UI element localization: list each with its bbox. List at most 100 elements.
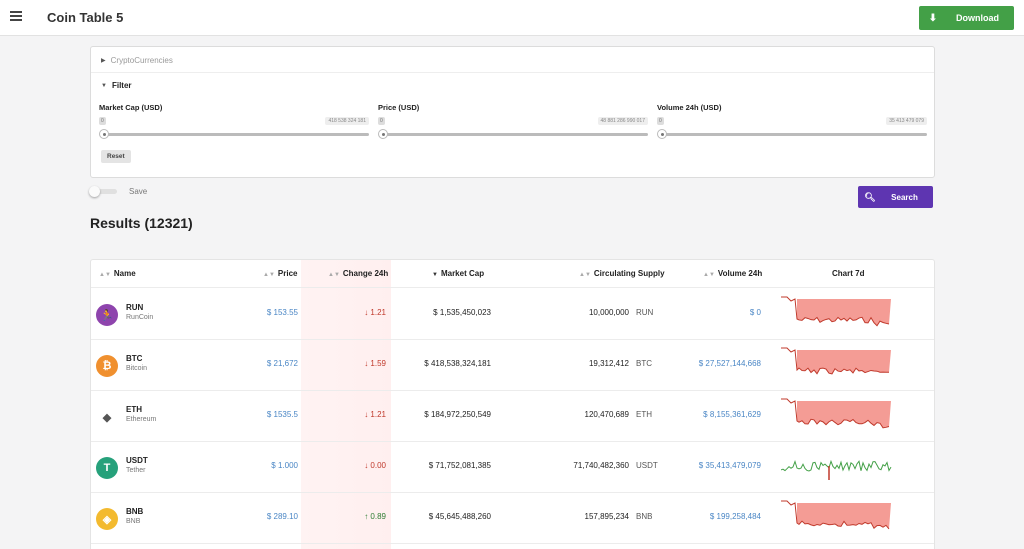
price-value: $ 1.000 [271, 461, 298, 470]
market-cap-value: $ 45,645,488,260 [429, 512, 491, 521]
bnb-icon: ◈ [96, 508, 118, 530]
header-price[interactable]: ▲▼ Price [263, 269, 297, 278]
market-cap-max: 418 538 324 181 [325, 117, 369, 125]
change-cell: ↓ 1.21 [364, 410, 386, 419]
search-label: Search [882, 193, 933, 202]
table-row[interactable]: ◈ BNB BNB $ 289.10 ↑ 0.89 $ 45,645,488,2… [91, 493, 935, 544]
market-cap-min: 0 [99, 117, 106, 125]
cryptocurrencies-toggle[interactable]: ▶ CryptoCurrencies [101, 56, 173, 65]
supply-symbol: BTC [636, 359, 652, 368]
supply-symbol: ETH [636, 410, 652, 419]
change-cell: ↑ 0.89 [364, 512, 386, 521]
download-button[interactable]: ⬇ Download [919, 6, 1014, 30]
sparkline-chart [781, 397, 896, 433]
header-change-label: Change 24h [343, 269, 388, 278]
volume-slider-track[interactable] [659, 133, 927, 136]
price-max: 48 881 286 990 017 [598, 117, 649, 125]
reset-button[interactable]: Reset [101, 150, 131, 163]
volume-slider-handle[interactable] [657, 129, 667, 139]
market-cap-value: $ 184,972,250,549 [424, 410, 491, 419]
volume-max: 35 413 479 079 [886, 117, 927, 125]
header-volume[interactable]: ▲▼ Volume 24h [703, 269, 762, 278]
volume-value: $ 0 [750, 308, 761, 317]
caret-right-icon: ▶ [101, 57, 106, 64]
header-market-cap-label: Market Cap [441, 269, 484, 278]
market-cap-slider-group: Market Cap (USD) 0 418 538 324 181 [99, 103, 369, 112]
table-row[interactable]: T USDT Tether $ 1.000 ↓ 0.00 $ 71,752,08… [91, 442, 935, 493]
results-title: Results (12321) [90, 215, 193, 231]
top-bar: Coin Table 5 ⬇ Download [0, 0, 1024, 36]
save-toggle-knob [89, 186, 100, 197]
coin-name: BNB [126, 518, 140, 525]
volume-slider-label: Volume 24h (USD) [657, 103, 927, 112]
sparkline-chart [781, 448, 896, 484]
sort-icon: ▲▼ [263, 272, 275, 278]
sort-icon: ▲▼ [703, 272, 715, 278]
market-cap-slider-track[interactable] [101, 133, 369, 136]
coin-table: ▲▼ Name ▲▼ Price ▲▼ Change 24h ▼ Market Cap … [90, 259, 935, 549]
price-value: $ 21,672 [267, 359, 298, 368]
sparkline-chart [781, 346, 896, 382]
search-button[interactable]: 🔍︎ Search [858, 186, 933, 208]
caret-down-icon: ▼ [101, 83, 107, 89]
market-cap-value: $ 418,538,324,181 [424, 359, 491, 368]
price-slider-handle[interactable] [378, 129, 388, 139]
filter-panel: ▶ CryptoCurrencies ▼ Filter Market Cap (… [90, 46, 935, 178]
price-value: $ 1535.5 [267, 410, 298, 419]
price-slider-track[interactable] [380, 133, 648, 136]
header-market-cap[interactable]: ▼ Market Cap [432, 269, 484, 278]
coin-symbol[interactable]: BTC [126, 354, 142, 363]
sort-icon: ▲▼ [99, 272, 111, 278]
price-value: $ 153.55 [267, 308, 298, 317]
change-value: 1.59 [370, 359, 386, 368]
table-row[interactable]: ₿ BTC Bitcoin $ 21,672 ↓ 1.59 $ 418,538,… [91, 340, 935, 391]
price-value: $ 289.10 [267, 512, 298, 521]
supply-value: 10,000,000 [589, 308, 629, 317]
supply-value: 120,470,689 [585, 410, 630, 419]
market-cap-value: $ 71,752,081,385 [429, 461, 491, 470]
change-cell: ↓ 1.59 [364, 359, 386, 368]
volume-value: $ 199,258,484 [710, 512, 761, 521]
header-volume-label: Volume 24h [718, 269, 762, 278]
volume-value: $ 27,527,144,668 [699, 359, 761, 368]
sparkline-chart [781, 499, 896, 535]
supply-value: 157,895,234 [585, 512, 630, 521]
header-change[interactable]: ▲▼ Change 24h [328, 269, 388, 278]
market-cap-value: $ 1,535,450,023 [433, 308, 491, 317]
coin-symbol[interactable]: RUN [126, 303, 143, 312]
supply-value: 71,740,482,360 [573, 461, 629, 470]
supply-symbol: RUN [636, 308, 653, 317]
header-price-label: Price [278, 269, 298, 278]
ethereum-icon: ◆ [96, 406, 118, 428]
change-value: 0.89 [370, 512, 386, 521]
tether-icon: T [96, 457, 118, 479]
table-row[interactable]: 🏃 RUN RunCoin $ 153.55 ↓ 1.21 $ 1,535,45… [91, 289, 935, 340]
volume-slider-group: Volume 24h (USD) 0 35 413 479 079 [657, 103, 927, 112]
save-toggle[interactable] [89, 186, 119, 196]
header-name[interactable]: ▲▼ Name [99, 269, 136, 278]
hamburger-menu-icon[interactable] [10, 11, 22, 23]
panel-divider [91, 72, 934, 73]
header-supply[interactable]: ▲▼ Circulating Supply [579, 269, 665, 278]
volume-value: $ 8,155,361,629 [703, 410, 761, 419]
coin-symbol[interactable]: USDT [126, 456, 148, 465]
filter-label: Filter [112, 81, 132, 90]
coin-name: Ethereum [126, 416, 156, 423]
header-supply-label: Circulating Supply [594, 269, 665, 278]
change-cell: ↓ 0.00 [364, 461, 386, 470]
sort-desc-icon: ▼ [432, 272, 438, 278]
supply-symbol: BNB [636, 512, 652, 521]
header-name-label: Name [114, 269, 136, 278]
coin-symbol[interactable]: BNB [126, 507, 143, 516]
table-header: ▲▼ Name ▲▼ Price ▲▼ Change 24h ▼ Market Cap … [91, 260, 935, 288]
coin-name: Tether [126, 467, 145, 474]
table-row[interactable]: ◆ ETH Ethereum $ 1535.5 ↓ 1.21 $ 184,972… [91, 391, 935, 442]
change-value: 0.00 [370, 461, 386, 470]
download-icon: ⬇ [919, 13, 947, 24]
market-cap-slider-handle[interactable] [99, 129, 109, 139]
bitcoin-icon: ₿ [96, 355, 118, 377]
filter-toggle[interactable]: ▼ Filter [101, 81, 132, 90]
price-slider-label: Price (USD) [378, 103, 648, 112]
coin-symbol[interactable]: ETH [126, 405, 142, 414]
sort-icon: ▲▼ [328, 272, 340, 278]
